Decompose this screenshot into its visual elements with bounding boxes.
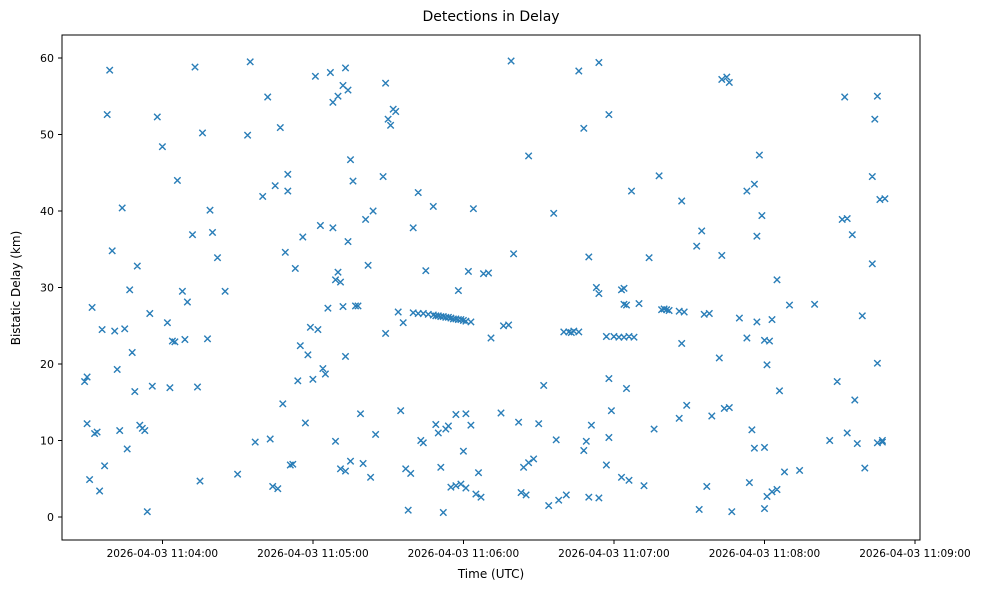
x-tick-label: 2026-04-03 11:07:00	[558, 548, 670, 560]
x-tick-label: 2026-04-03 11:09:00	[859, 548, 971, 560]
y-tick-label: 0	[47, 511, 54, 524]
chart-title: Detections in Delay	[422, 9, 560, 25]
x-tick-label: 2026-04-03 11:08:00	[709, 548, 821, 560]
plot-border	[61, 34, 921, 541]
y-tick-label: 30	[40, 282, 54, 295]
x-tick-label: 2026-04-03 11:04:00	[107, 548, 219, 560]
y-tick-label: 20	[40, 358, 54, 371]
x-tick-label: 2026-04-03 11:05:00	[257, 548, 369, 560]
scatter-points	[80, 57, 889, 517]
y-tick-label: 10	[40, 435, 54, 448]
x-axis-label: Time (UTC)	[457, 567, 525, 581]
y-tick-label: 60	[40, 52, 54, 65]
x-tick-label: 2026-04-03 11:06:00	[408, 548, 520, 560]
y-tick-label: 40	[40, 205, 54, 218]
y-tick-label: 50	[40, 128, 54, 141]
